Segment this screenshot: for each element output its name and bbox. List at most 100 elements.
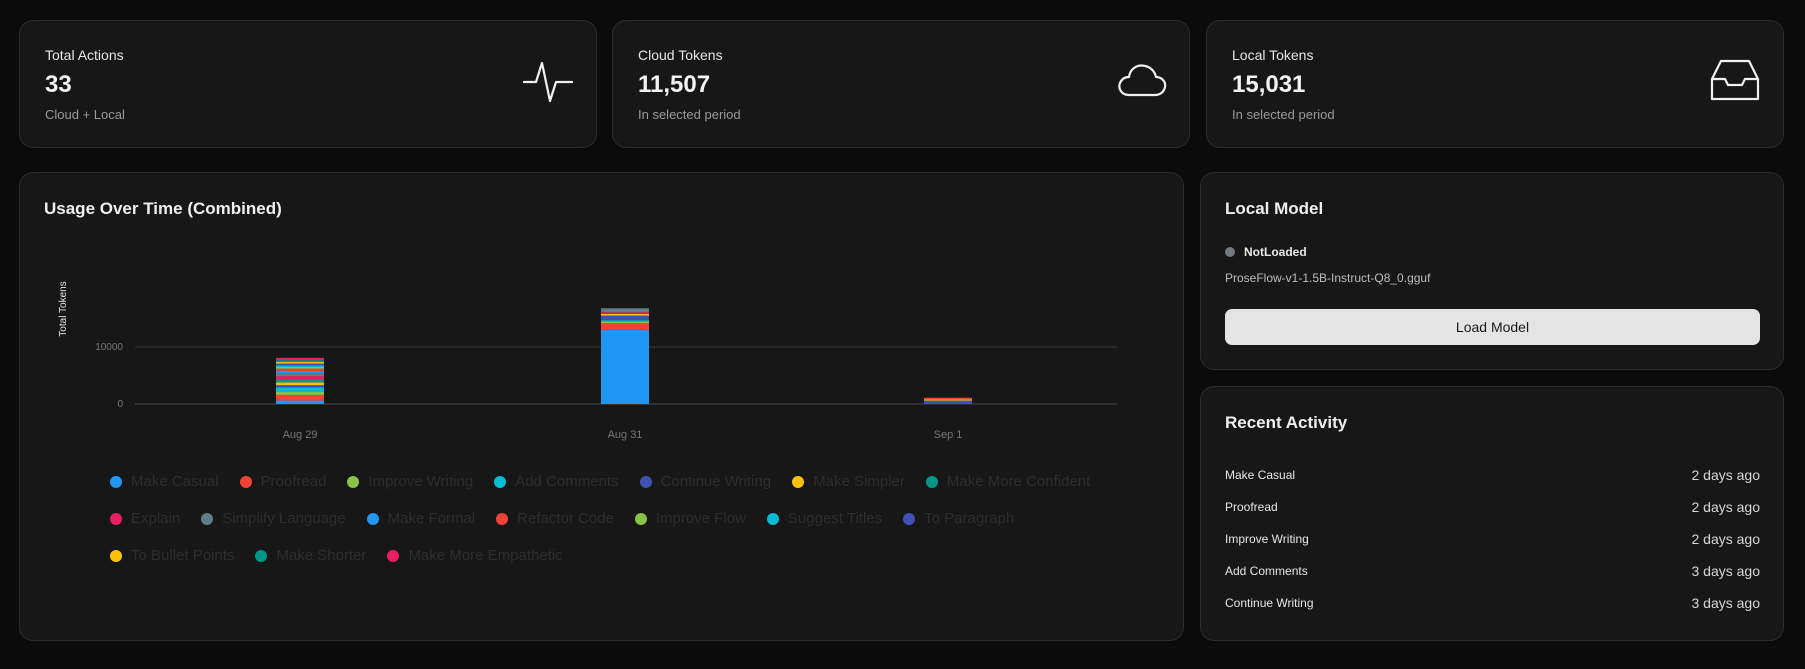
- legend-item[interactable]: Proofread: [239, 473, 327, 490]
- legend-dot-icon: [201, 512, 214, 525]
- activity-icon: [522, 61, 574, 103]
- legend-label: Refactor Code: [517, 510, 614, 527]
- legend-label: Continue Writing: [660, 473, 772, 490]
- bar-segment: [601, 313, 649, 316]
- legend-label: Improve Writing: [368, 473, 474, 490]
- legend-label: Simplify Language: [222, 510, 346, 527]
- legend-label: Suggest Titles: [787, 510, 883, 527]
- stat-title: Local Tokens: [1232, 47, 1314, 63]
- x-tick-label: Aug 29: [283, 429, 318, 441]
- activity-row[interactable]: Make Casual 2 days ago: [1225, 459, 1760, 491]
- legend-label: Explain: [131, 510, 181, 527]
- legend-label: To Paragraph: [924, 510, 1015, 527]
- legend-label: Improve Flow: [655, 510, 746, 527]
- legend-item[interactable]: Make Shorter: [255, 547, 366, 564]
- legend-item[interactable]: Suggest Titles: [766, 510, 883, 527]
- legend-dot-icon: [792, 475, 805, 488]
- legend-dot-icon: [110, 475, 122, 488]
- activity-row[interactable]: Proofread 2 days ago: [1225, 491, 1760, 523]
- legend-dot-icon: [639, 475, 652, 488]
- y-axis-label: Total Tokens: [58, 281, 69, 336]
- bar-segment: [276, 370, 324, 374]
- bar-segment: [924, 400, 972, 404]
- bar-segment: [276, 368, 324, 371]
- legend-item[interactable]: Make Casual: [110, 473, 219, 490]
- usage-chart-card: Usage Over Time (Combined) Total Tokens 0…: [19, 172, 1184, 641]
- chart-legend: Make Casual Proofread Improve Writing Add C…: [110, 463, 1140, 574]
- activity-time: 3 days ago: [1691, 563, 1761, 579]
- model-status-label: NotLoaded: [1244, 245, 1307, 259]
- legend-row: Explain Simplify Language Make Formal Refac…: [110, 500, 1140, 537]
- activity-time: 2 days ago: [1691, 531, 1761, 547]
- activity-name: Continue Writing: [1225, 596, 1314, 610]
- bar-segment: [276, 361, 324, 364]
- legend-item[interactable]: Explain: [110, 510, 180, 527]
- bar-segment: [276, 379, 324, 383]
- legend-dot-icon: [110, 512, 122, 525]
- x-tick-label: Sep 1: [934, 429, 963, 441]
- activity-row[interactable]: Continue Writing 3 days ago: [1225, 587, 1760, 619]
- legend-item[interactable]: To Bullet Points: [110, 547, 234, 564]
- bar-segment: [601, 312, 649, 314]
- legend-item[interactable]: Simplify Language: [201, 510, 346, 527]
- legend-dot-icon: [766, 512, 779, 525]
- activity-time: 2 days ago: [1691, 467, 1761, 483]
- stat-subtitle: Cloud + Local: [45, 107, 125, 122]
- legend-dot-icon: [387, 549, 400, 562]
- activity-name: Add Comments: [1225, 564, 1308, 578]
- bar-segment: [601, 320, 649, 322]
- recent-activity-title: Recent Activity: [1225, 413, 1348, 432]
- legend-item[interactable]: Improve Writing: [347, 473, 473, 490]
- legend-dot-icon: [366, 512, 379, 525]
- load-model-button[interactable]: Load Model: [1225, 309, 1760, 345]
- bar-segment: [276, 365, 324, 367]
- legend-dot-icon: [634, 512, 647, 525]
- legend-item[interactable]: Make More Empathetic: [387, 547, 563, 564]
- activity-row[interactable]: Improve Writing 2 days ago: [1225, 523, 1760, 555]
- legend-label: Make Shorter: [276, 547, 367, 564]
- inbox-icon: [1710, 59, 1760, 101]
- bar-segment: [924, 399, 972, 401]
- legend-item[interactable]: Improve Flow: [634, 510, 746, 527]
- stat-card-cloud-tokens: Cloud Tokens 11,507 In selected period: [612, 20, 1190, 148]
- model-file-name: ProseFlow-v1-1.5B-Instruct-Q8_0.gguf: [1225, 271, 1431, 285]
- legend-item[interactable]: Make More Confident: [925, 473, 1090, 490]
- activity-row[interactable]: Add Comments 3 days ago: [1225, 555, 1760, 587]
- legend-item[interactable]: To Paragraph: [903, 510, 1014, 527]
- bar-segment: [924, 397, 972, 400]
- legend-item[interactable]: Make Simpler: [792, 473, 905, 490]
- bar-segment: [276, 385, 324, 388]
- legend-label: Make More Empathetic: [408, 547, 563, 564]
- bar-segment: [276, 357, 324, 361]
- stat-value: 33: [45, 71, 72, 98]
- cloud-icon: [1118, 64, 1167, 97]
- stat-value: 11,507: [638, 71, 711, 98]
- bar-segment: [276, 387, 324, 393]
- bar-segment: [601, 308, 649, 313]
- activity-name: Make Casual: [1225, 468, 1296, 482]
- legend-label: To Bullet Points: [131, 547, 235, 564]
- legend-label: Make Casual: [131, 473, 219, 490]
- legend-label: Add Comments: [515, 473, 619, 490]
- recent-activity-list: Make Casual 2 days ago Proofread 2 days …: [1225, 459, 1760, 619]
- legend-item[interactable]: Make Formal: [366, 510, 476, 527]
- legend-dot-icon: [110, 549, 122, 562]
- stat-title: Total Actions: [45, 47, 124, 63]
- legend-item[interactable]: Refactor Code: [496, 510, 614, 527]
- bar-segment: [276, 400, 324, 404]
- local-model-card: Local Model NotLoaded ProseFlow-v1-1.5B-…: [1200, 172, 1784, 370]
- legend-label: Proofread: [260, 473, 327, 490]
- legend-label: Make Formal: [387, 510, 476, 527]
- legend-row: To Bullet Points Make Shorter Make More Em…: [110, 537, 1140, 574]
- legend-dot-icon: [239, 475, 252, 488]
- legend-dot-icon: [494, 475, 507, 488]
- activity-time: 2 days ago: [1691, 499, 1761, 515]
- bar-segment: [276, 373, 324, 377]
- bar-segment: [276, 363, 324, 366]
- activity-name: Improve Writing: [1225, 532, 1309, 546]
- legend-item[interactable]: Add Comments: [494, 473, 619, 490]
- legend-item[interactable]: Continue Writing: [639, 473, 772, 490]
- x-tick-label: Aug 31: [608, 429, 643, 441]
- bar-segment: [276, 392, 324, 395]
- stat-value: 15,031: [1232, 71, 1306, 98]
